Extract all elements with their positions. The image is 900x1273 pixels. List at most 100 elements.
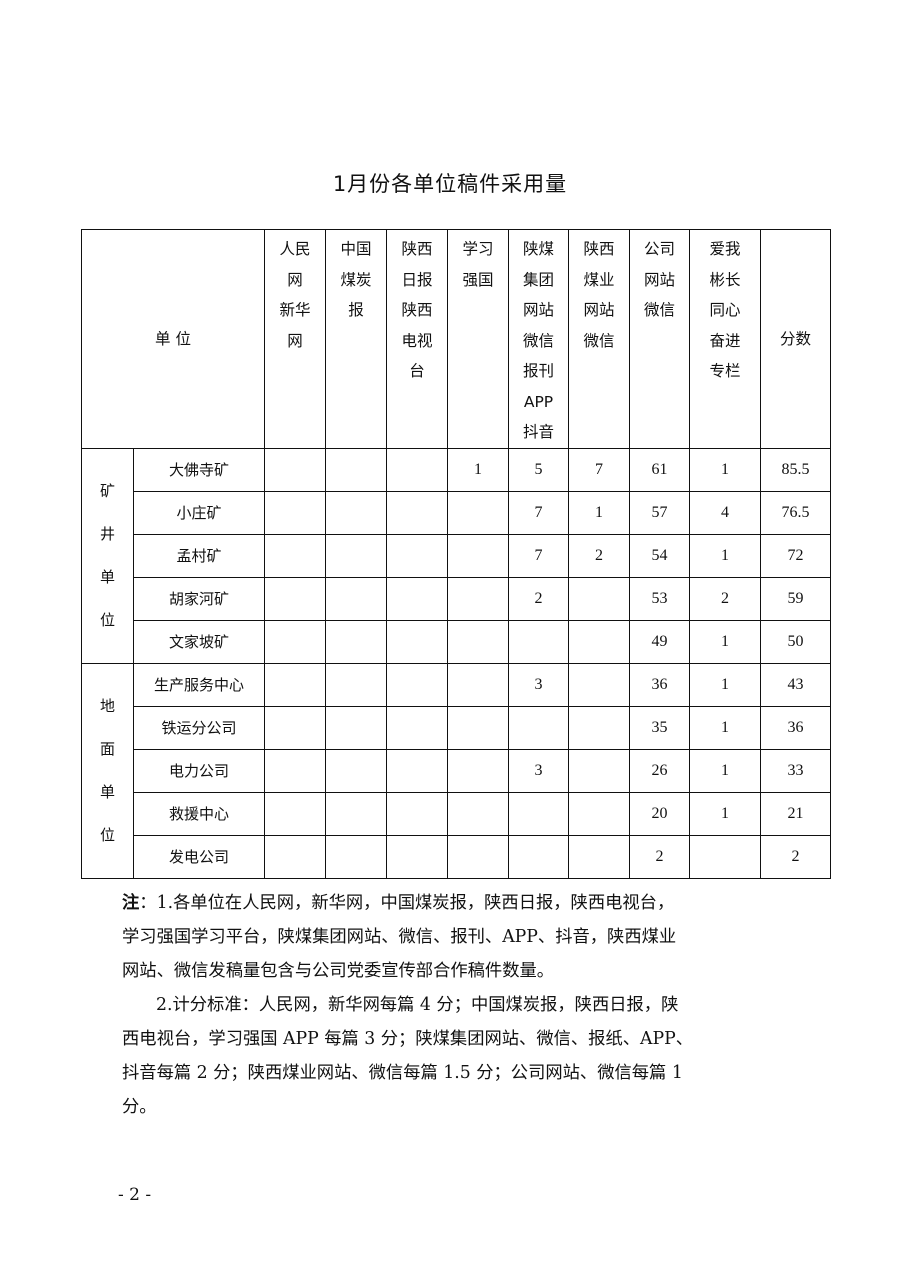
count-cell (568, 748, 630, 793)
note-line: 抖音每篇 2 分；陕西煤业网站、微信每篇 1.5 分；公司网站、微信每篇 1 (122, 1063, 683, 1083)
table-row: 矿 井 单 位大佛寺矿 1 5 7 61 1 85.5 (81, 447, 831, 664)
count-cell (447, 619, 509, 664)
count-cell: 26 (629, 748, 690, 793)
count-cell (568, 576, 630, 621)
count-cell: 2 (629, 834, 690, 879)
unit-name: 大佛寺矿 (133, 447, 265, 492)
count-cell (264, 533, 326, 578)
score-cell: 43 (760, 662, 831, 707)
unit-name: 孟村矿 (133, 533, 265, 578)
count-cell (325, 490, 387, 535)
count-cell: 1 (689, 447, 761, 492)
unit-name: 发电公司 (133, 834, 265, 879)
column-header: 学习 强国 (447, 229, 509, 449)
table-row: 铁运分公司 35 1 36 (82, 705, 831, 750)
count-cell (386, 447, 448, 492)
count-cell (447, 748, 509, 793)
count-cell (568, 791, 630, 836)
count-cell (447, 705, 509, 750)
score-cell: 33 (760, 748, 831, 793)
count-cell: 2 (508, 576, 569, 621)
note-label: 注 (122, 893, 140, 913)
count-cell (447, 533, 509, 578)
count-cell (447, 576, 509, 621)
column-header: 爱我 彬长 同心 奋进 专栏 (689, 229, 761, 449)
count-cell: 1 (689, 619, 761, 664)
count-cell (689, 834, 761, 879)
column-header: 陕煤 集团 网站 微信 报刊 APP 抖音 (508, 229, 569, 449)
count-cell: 5 (508, 447, 569, 492)
column-header: 陕西 煤业 网站 微信 (568, 229, 630, 449)
count-cell (325, 834, 387, 879)
count-cell: 2 (568, 533, 630, 578)
score-cell: 59 (760, 576, 831, 621)
count-cell (325, 619, 387, 664)
count-cell (568, 662, 630, 707)
count-cell: 4 (689, 490, 761, 535)
table-row: 孟村矿 7 2 54 1 72 (82, 533, 831, 578)
count-cell (325, 662, 387, 707)
count-cell (264, 447, 326, 492)
note-line: 西电视台，学习强国 APP 每篇 3 分；陕煤集团网站、微信、报纸、APP、 (122, 1029, 694, 1049)
score-cell: 50 (760, 619, 831, 664)
count-cell (447, 791, 509, 836)
count-cell: 7 (508, 533, 569, 578)
table-row: 小庄矿 7 1 57 4 76.5 (82, 490, 831, 535)
count-cell (568, 834, 630, 879)
count-cell (447, 490, 509, 535)
unit-name: 生产服务中心 (133, 662, 265, 707)
count-cell: 1 (689, 791, 761, 836)
count-cell (386, 576, 448, 621)
score-cell: 21 (760, 791, 831, 836)
count-cell: 3 (508, 662, 569, 707)
count-cell (325, 447, 387, 492)
count-cell (386, 662, 448, 707)
count-cell (386, 748, 448, 793)
count-cell (325, 791, 387, 836)
column-header: 陕西 日报 陕西 电视 台 (386, 229, 448, 449)
unit-name: 铁运分公司 (133, 705, 265, 750)
count-cell (386, 791, 448, 836)
count-cell (508, 705, 569, 750)
count-cell (386, 533, 448, 578)
count-cell (508, 834, 569, 879)
count-cell: 36 (629, 662, 690, 707)
score-cell: 72 (760, 533, 831, 578)
count-cell (264, 490, 326, 535)
count-cell (325, 533, 387, 578)
count-cell (264, 748, 326, 793)
table-header-row: 单 位 人民 网 新华 网中国 煤炭 报陕西 日报 陕西 电视 台学习 强国 陕煤… (81, 229, 831, 449)
count-cell: 35 (629, 705, 690, 750)
note-line: 网站、微信发稿量包含与公司党委宣传部合作稿件数量。 (122, 961, 555, 981)
table-row: 发电公司 2 2 (82, 834, 831, 879)
count-cell (508, 791, 569, 836)
count-cell (568, 705, 630, 750)
table-row: 地 面 单 位生产服务中心 3 36 1 43 (81, 662, 831, 879)
table-row: 救援中心 20 1 21 (82, 791, 831, 836)
count-cell (508, 619, 569, 664)
score-cell: 85.5 (760, 447, 831, 492)
score-cell: 2 (760, 834, 831, 879)
score-cell: 36 (760, 705, 831, 750)
unit-name: 电力公司 (133, 748, 265, 793)
count-cell (447, 662, 509, 707)
count-cell: 1 (447, 447, 509, 492)
count-cell (264, 619, 326, 664)
count-cell: 1 (689, 705, 761, 750)
table-row: 胡家河矿 2 53 2 59 (82, 576, 831, 621)
unit-name: 胡家河矿 (133, 576, 265, 621)
count-cell: 1 (689, 662, 761, 707)
count-cell: 49 (629, 619, 690, 664)
count-cell (264, 705, 326, 750)
count-cell (386, 619, 448, 664)
table-row: 文家坡矿 49 1 50 (82, 619, 831, 664)
count-cell: 53 (629, 576, 690, 621)
count-cell: 1 (568, 490, 630, 535)
submission-table: 单 位 人民 网 新华 网中国 煤炭 报陕西 日报 陕西 电视 台学习 强国 陕煤… (81, 229, 831, 879)
count-cell (386, 705, 448, 750)
note-line: 2.计分标准：人民网，新华网每篇 4 分；中国煤炭报，陕西日报，陕 (156, 995, 679, 1015)
count-cell (264, 662, 326, 707)
count-cell: 54 (629, 533, 690, 578)
count-cell (264, 834, 326, 879)
count-cell (447, 834, 509, 879)
